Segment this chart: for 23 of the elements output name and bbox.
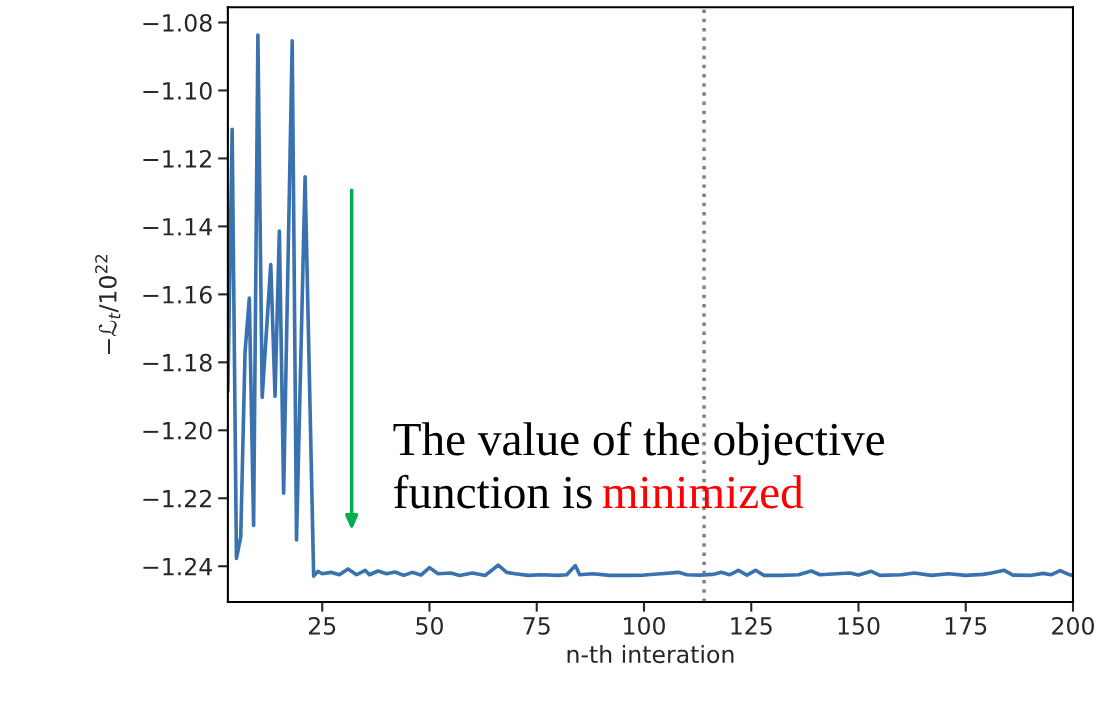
x-axis-title: n-th interation	[567, 644, 734, 664]
y-tick-label: −1.22	[143, 489, 211, 508]
x-tick-label: 125	[731, 616, 772, 635]
y-axis-title: −ℒ$_{t}$/10$^{22}$	[95, 254, 121, 355]
y-tick-label: −1.20	[143, 421, 212, 440]
annotation: minimized	[602, 475, 804, 509]
y-tick-label: −1.12	[143, 149, 211, 168]
y-tick-label: −1.08	[143, 13, 212, 32]
annotation: function is	[394, 474, 592, 509]
x-tick-label: 200	[1052, 616, 1094, 635]
y-tick-label: −1.14	[143, 218, 212, 236]
y-tick-label: −1.10	[143, 81, 212, 100]
x-tick-label: 100	[624, 616, 665, 635]
x-tick-label: 75	[523, 617, 550, 635]
line-series	[227, 33, 1073, 578]
x-tick-label: 150	[838, 616, 880, 635]
annotation: The value of the objective	[393, 421, 885, 466]
y-tick-label: −1.16	[143, 285, 212, 304]
x-tick-label: 25	[308, 616, 336, 635]
y-tick-label: −1.24	[143, 557, 212, 576]
x-tick-label: 175	[945, 617, 987, 635]
x-tick-label: 50	[416, 616, 443, 635]
y-tick-label: −1.18	[143, 353, 212, 372]
